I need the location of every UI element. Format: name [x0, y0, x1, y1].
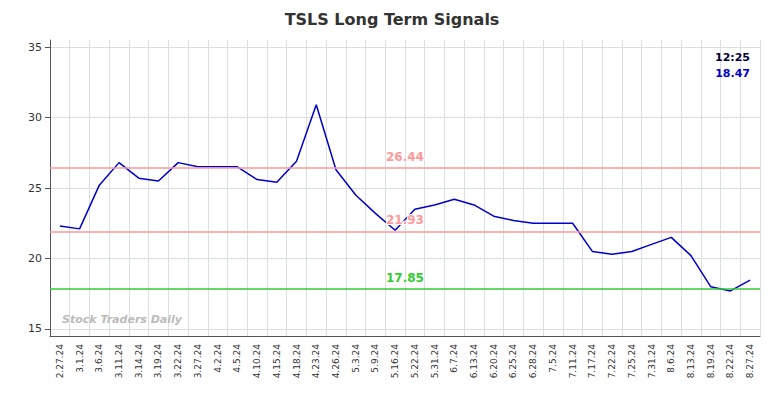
svg-text:5.16.24: 5.16.24	[390, 344, 400, 379]
svg-text:26.44: 26.44	[386, 150, 424, 164]
svg-text:6.28.24: 6.28.24	[528, 344, 538, 379]
svg-text:7.17.24: 7.17.24	[587, 344, 597, 379]
svg-text:35: 35	[28, 41, 42, 54]
svg-text:15: 15	[28, 322, 42, 335]
svg-text:12:25: 12:25	[715, 51, 750, 64]
svg-text:Stock Traders Daily: Stock Traders Daily	[62, 313, 183, 326]
svg-text:6.13.24: 6.13.24	[469, 344, 479, 379]
svg-text:7.25.24: 7.25.24	[627, 344, 637, 379]
svg-text:6.25.24: 6.25.24	[508, 344, 518, 379]
svg-text:3.11.24: 3.11.24	[114, 344, 124, 379]
svg-text:21.93: 21.93	[386, 213, 424, 227]
svg-text:3.6.24: 3.6.24	[94, 344, 104, 373]
svg-text:4.18.24: 4.18.24	[292, 344, 302, 379]
svg-text:30: 30	[28, 111, 42, 124]
svg-text:4.23.24: 4.23.24	[311, 344, 321, 379]
svg-text:25: 25	[28, 182, 42, 195]
svg-text:7.31.24: 7.31.24	[647, 344, 657, 379]
svg-text:5.3.24: 5.3.24	[351, 344, 361, 373]
svg-text:4.15.24: 4.15.24	[272, 344, 282, 379]
svg-text:8.22.24: 8.22.24	[725, 344, 735, 379]
svg-text:6.7.24: 6.7.24	[449, 344, 459, 373]
svg-text:20: 20	[28, 252, 42, 265]
svg-text:8.19.24: 8.19.24	[706, 344, 716, 379]
svg-text:7.11.24: 7.11.24	[568, 344, 578, 379]
svg-text:6.20.24: 6.20.24	[489, 344, 499, 379]
svg-text:8.13.24: 8.13.24	[686, 344, 696, 379]
svg-text:3.1.24: 3.1.24	[75, 344, 85, 373]
svg-text:4.5.24: 4.5.24	[232, 344, 242, 373]
svg-text:3.27.24: 3.27.24	[193, 344, 203, 379]
svg-text:7.22.24: 7.22.24	[607, 344, 617, 379]
svg-text:TSLS Long Term Signals: TSLS Long Term Signals	[285, 10, 500, 29]
svg-text:4.2.24: 4.2.24	[213, 344, 223, 373]
svg-text:8.6.24: 8.6.24	[666, 344, 676, 373]
svg-text:8.27.24: 8.27.24	[745, 344, 755, 379]
svg-text:2.27.24: 2.27.24	[55, 344, 65, 379]
svg-text:3.22.24: 3.22.24	[173, 344, 183, 379]
svg-text:4.10.24: 4.10.24	[252, 344, 262, 379]
svg-text:5.9.24: 5.9.24	[370, 344, 380, 373]
svg-text:3.14.24: 3.14.24	[134, 344, 144, 379]
svg-text:5.22.24: 5.22.24	[410, 344, 420, 379]
svg-text:7.5.24: 7.5.24	[548, 344, 558, 373]
svg-text:18.47: 18.47	[715, 67, 750, 80]
svg-text:5.31.24: 5.31.24	[430, 344, 440, 379]
svg-text:4.26.24: 4.26.24	[331, 344, 341, 379]
svg-text:3.19.24: 3.19.24	[153, 344, 163, 379]
svg-text:17.85: 17.85	[386, 271, 424, 285]
